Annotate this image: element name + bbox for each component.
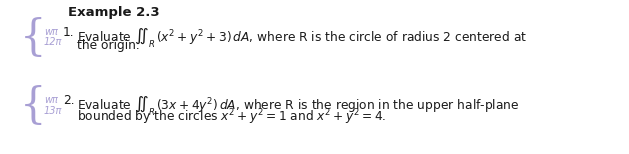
Text: the origin.: the origin. <box>77 39 140 52</box>
Text: 13π: 13π <box>44 106 62 116</box>
Text: {: { <box>19 17 47 59</box>
Text: {: { <box>19 85 47 127</box>
Text: Evaluate $\iint_R\,(x^2 + y^2 + 3)\,dA$, where R is the circle of radius 2 cente: Evaluate $\iint_R\,(x^2 + y^2 + 3)\,dA$,… <box>77 26 527 50</box>
Text: wπ: wπ <box>44 95 58 105</box>
Text: wπ: wπ <box>44 27 58 37</box>
Text: 2.: 2. <box>63 94 75 107</box>
Text: 12π: 12π <box>44 37 62 47</box>
Text: Example 2.3: Example 2.3 <box>68 6 160 19</box>
Text: Evaluate $\iint_R\,(3x + 4y^2)\,dA$, where R is the region in the upper half-pla: Evaluate $\iint_R\,(3x + 4y^2)\,dA$, whe… <box>77 94 520 118</box>
Text: 1.: 1. <box>63 26 75 39</box>
Text: bounded by the circles $x^2 + y^2 = 1$ and $x^2 + y^2 = 4$.: bounded by the circles $x^2 + y^2 = 1$ a… <box>77 107 386 127</box>
